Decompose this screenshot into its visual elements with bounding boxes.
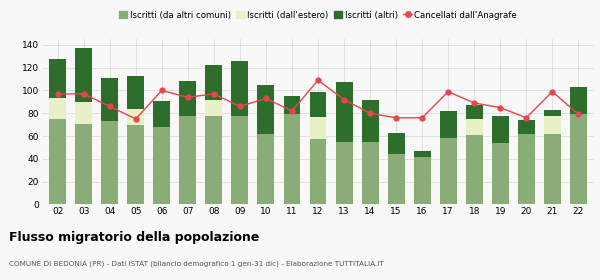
Bar xyxy=(154,101,170,127)
Bar xyxy=(388,154,404,204)
Bar xyxy=(466,135,482,204)
Bar xyxy=(466,105,482,119)
Bar xyxy=(310,117,326,139)
Bar xyxy=(127,125,144,204)
Bar xyxy=(335,142,353,204)
Bar xyxy=(492,143,509,204)
Bar xyxy=(362,100,379,142)
Bar xyxy=(335,83,353,142)
Bar xyxy=(205,116,223,204)
Bar xyxy=(232,116,248,204)
Bar xyxy=(257,85,274,134)
Bar xyxy=(570,115,587,204)
Bar xyxy=(466,119,482,135)
Bar xyxy=(492,116,509,143)
Bar xyxy=(310,139,326,204)
Bar xyxy=(310,92,326,117)
Bar xyxy=(544,134,561,204)
Bar xyxy=(440,111,457,138)
Bar xyxy=(49,119,66,204)
Bar xyxy=(49,59,66,99)
Bar xyxy=(362,142,379,204)
Bar xyxy=(75,123,92,204)
Bar xyxy=(413,157,431,204)
Bar xyxy=(518,120,535,134)
Bar xyxy=(154,127,170,204)
Bar xyxy=(413,151,431,157)
Bar xyxy=(75,48,92,102)
Bar xyxy=(544,116,561,134)
Bar xyxy=(232,61,248,116)
Bar xyxy=(284,96,301,115)
Bar xyxy=(284,115,301,204)
Text: Flusso migratorio della popolazione: Flusso migratorio della popolazione xyxy=(9,231,259,244)
Bar xyxy=(75,102,92,123)
Bar xyxy=(570,87,587,115)
Bar xyxy=(179,116,196,204)
Bar xyxy=(101,78,118,121)
Bar xyxy=(544,110,561,116)
Bar xyxy=(257,134,274,204)
Legend: Iscritti (da altri comuni), Iscritti (dall'estero), Iscritti (altri), Cancellati: Iscritti (da altri comuni), Iscritti (da… xyxy=(115,7,521,23)
Bar xyxy=(179,81,196,116)
Bar xyxy=(49,99,66,119)
Bar xyxy=(101,121,118,204)
Bar xyxy=(127,76,144,109)
Bar xyxy=(205,66,223,100)
Bar xyxy=(518,134,535,204)
Bar xyxy=(205,100,223,116)
Text: COMUNE DI BEDONIA (PR) - Dati ISTAT (bilancio demografico 1 gen-31 dic) - Elabor: COMUNE DI BEDONIA (PR) - Dati ISTAT (bil… xyxy=(9,260,384,267)
Bar xyxy=(388,133,404,154)
Bar xyxy=(127,109,144,125)
Bar xyxy=(440,138,457,204)
